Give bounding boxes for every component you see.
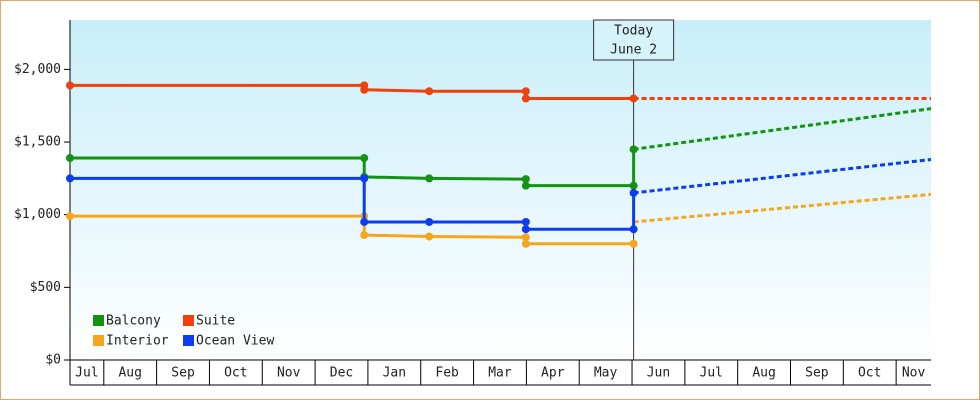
point — [425, 174, 434, 183]
today-date: June 2 — [610, 43, 657, 58]
x-tick-label: Jan — [383, 366, 406, 381]
today-box — [593, 19, 675, 61]
point — [629, 181, 638, 190]
x-tick-label: May — [594, 366, 618, 381]
x-tick-label: Jul — [75, 366, 98, 381]
x-tick-label: Dec — [330, 366, 353, 381]
point — [521, 225, 530, 234]
y-tick-label: $1,000 — [14, 207, 61, 222]
x-tick-label: Mar — [488, 366, 512, 381]
point — [521, 175, 530, 184]
legend-swatch — [93, 335, 104, 346]
point — [629, 225, 638, 234]
legend-label: Interior — [106, 334, 169, 349]
forecast-line — [633, 107, 932, 151]
point — [425, 232, 434, 241]
y-tick-label: $500 — [30, 280, 61, 295]
point — [629, 145, 638, 154]
y-tick-label: $0 — [45, 353, 61, 368]
legend-label: Ocean View — [196, 334, 274, 349]
forecast-line — [633, 157, 932, 195]
point — [629, 94, 638, 103]
point — [521, 94, 530, 103]
x-tick-label: Sep — [171, 366, 195, 381]
point — [360, 154, 369, 163]
y-tick-label: $2,000 — [14, 62, 61, 77]
legend-swatch — [183, 335, 194, 346]
legend-swatch — [183, 315, 194, 326]
legend-label: Suite — [196, 314, 235, 329]
x-tick-label: Aug — [752, 366, 775, 381]
point — [66, 174, 74, 183]
point — [629, 188, 638, 197]
legend-swatch — [93, 315, 104, 326]
today-label: Today — [614, 24, 653, 39]
point — [360, 85, 369, 94]
point — [66, 212, 74, 221]
point — [521, 217, 530, 226]
point — [629, 239, 638, 248]
point — [521, 233, 530, 242]
legend-label: Balcony — [106, 314, 161, 329]
y-tick-label: $1,500 — [14, 135, 61, 150]
x-tick-label: Nov — [277, 366, 301, 381]
point — [521, 181, 530, 190]
point — [521, 239, 530, 248]
x-tick-label: Oct — [224, 366, 247, 381]
x-tick-label: Aug — [118, 366, 141, 381]
point — [360, 174, 369, 183]
point — [66, 154, 74, 163]
x-tick-label: Feb — [435, 366, 459, 381]
x-tick-label: Jun — [647, 366, 670, 381]
point — [360, 231, 369, 240]
point — [425, 87, 434, 96]
x-tick-label: Sep — [805, 366, 829, 381]
x-tick-label: Jul — [700, 366, 723, 381]
series-line — [70, 176, 636, 231]
x-tick-label: Nov — [902, 366, 926, 381]
plot-area — [70, 20, 931, 360]
point — [521, 87, 530, 96]
point — [360, 217, 369, 226]
x-tick-label: Apr — [541, 366, 565, 381]
point — [425, 217, 434, 226]
x-tick-label: Oct — [858, 366, 881, 381]
forecast-line — [633, 192, 932, 224]
point — [66, 81, 74, 90]
